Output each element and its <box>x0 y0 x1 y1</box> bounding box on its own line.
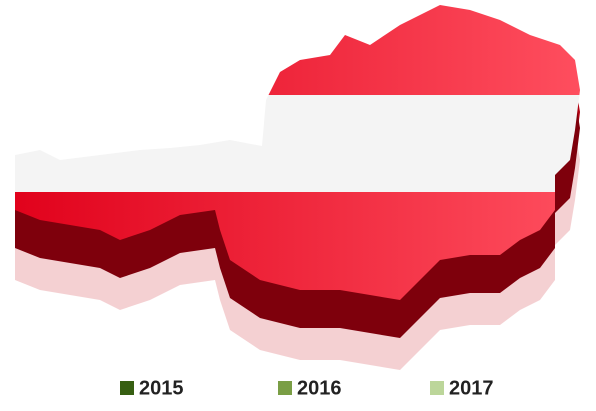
legend-swatch <box>120 381 134 395</box>
legend-swatch <box>430 381 444 395</box>
legend: 2015 2016 2017 <box>120 377 494 399</box>
legend-label: 2016 <box>297 377 342 399</box>
legend-swatch <box>278 381 292 395</box>
legend-label: 2015 <box>139 377 184 399</box>
legend-label: 2017 <box>449 377 494 399</box>
